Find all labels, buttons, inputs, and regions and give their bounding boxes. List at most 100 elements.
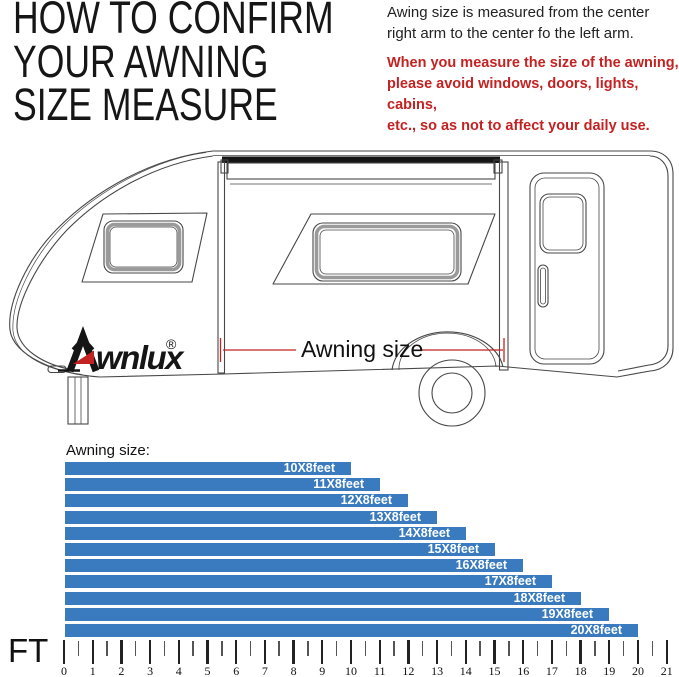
ruler-number: 7 xyxy=(261,664,268,677)
ruler-halftick xyxy=(163,641,166,656)
ruler-halftick xyxy=(508,641,510,656)
bar-row: 17X8feet xyxy=(65,575,552,588)
ruler-number: 19 xyxy=(603,664,616,677)
bar-row: 13X8feet xyxy=(65,511,437,524)
ruler-tick xyxy=(148,640,152,664)
ruler-number: 1 xyxy=(89,664,96,677)
ruler-halftick xyxy=(192,641,194,656)
bar-row: 20X8feet xyxy=(65,624,638,637)
awning-size-chart: Awning size: 10X8feet 11X8feet 12X8feet 13X… xyxy=(0,440,679,677)
ruler-tick xyxy=(378,640,381,664)
awning-left-arm xyxy=(217,161,226,374)
ruler-number: 14 xyxy=(459,664,472,677)
ruler-tick xyxy=(579,640,582,664)
ruler-halftick xyxy=(393,641,395,656)
front-window xyxy=(81,212,208,283)
ruler-number: 20 xyxy=(632,664,644,677)
bar-label: 20X8feet xyxy=(570,623,622,637)
bar-label: 17X8feet xyxy=(484,574,536,588)
page-title: HOW TO CONFIRM YOUR AWNING SIZE MEASURE xyxy=(13,0,334,130)
ruler-number: 2 xyxy=(118,664,125,677)
ruler-tick xyxy=(522,640,525,664)
ruler-tick xyxy=(608,640,611,664)
ruler-halftick xyxy=(450,641,453,656)
bar-label: 15X8feet xyxy=(427,542,479,556)
bar-row: 12X8feet xyxy=(65,494,408,507)
ruler-halftick xyxy=(278,641,280,656)
warning-note: When you measure the size of the awning,… xyxy=(387,55,679,134)
ruler-halftick xyxy=(536,641,539,656)
bar-row: 14X8feet xyxy=(65,527,466,540)
ruler-halftick xyxy=(307,641,309,656)
ruler-halftick xyxy=(221,641,223,656)
bar-label: 10X8feet xyxy=(283,461,335,475)
ruler-tick xyxy=(435,640,439,664)
bar-label: 16X8feet xyxy=(455,558,507,572)
bar-row: 11X8feet xyxy=(65,478,380,491)
ruler-halftick xyxy=(249,641,252,656)
bar-row: 15X8feet xyxy=(65,543,495,556)
ruler-halftick xyxy=(335,641,338,656)
ruler-number: 10 xyxy=(345,664,357,677)
ruler-halftick xyxy=(565,641,568,656)
ruler-tick xyxy=(263,640,267,664)
bar-label: 11X8feet xyxy=(313,477,364,491)
ruler-tick xyxy=(292,640,295,664)
ruler-halftick xyxy=(651,641,654,656)
caravan-diagram: wnlux ® Awning size xyxy=(0,140,679,440)
ruler-number: 13 xyxy=(431,664,444,677)
ruler-halftick xyxy=(77,641,80,656)
bar-row: 10X8feet xyxy=(65,462,351,475)
ruler-tick xyxy=(177,640,180,664)
ruler-tick xyxy=(636,640,640,664)
ruler-number: 3 xyxy=(147,664,154,677)
ruler-tick xyxy=(206,640,209,664)
awning-roller xyxy=(220,156,503,185)
bar-label: 12X8feet xyxy=(340,493,392,507)
ruler-halftick xyxy=(479,641,481,656)
ruler-halftick xyxy=(421,641,424,656)
ruler-number: 18 xyxy=(574,664,587,677)
ruler-tick xyxy=(120,640,123,664)
brand-logo: wnlux ® xyxy=(58,325,187,376)
ruler-tick xyxy=(349,640,353,664)
bar-label: 19X8feet xyxy=(541,607,593,621)
ft-unit-label: FT xyxy=(8,632,49,669)
ruler-tick xyxy=(493,640,496,664)
measure-annotation xyxy=(219,338,505,362)
bar-row: 16X8feet xyxy=(65,559,523,572)
caravan-line-drawing: wnlux ® Awning size xyxy=(9,150,674,427)
ruler-number: 0 xyxy=(61,664,67,677)
ruler-halftick xyxy=(134,641,137,656)
chart-title: Awning size: xyxy=(66,442,150,459)
ruler-tick xyxy=(62,640,66,664)
chart-bars: 10X8feet 11X8feet 12X8feet 13X8feet 14X8feet… xyxy=(0,440,679,677)
bar-label: 13X8feet xyxy=(369,510,421,524)
ruler-halftick xyxy=(594,641,596,656)
ruler-number: 12 xyxy=(402,664,415,677)
bar-label: 14X8feet xyxy=(398,526,450,540)
ruler-number: 16 xyxy=(517,664,530,677)
ruler-number: 5 xyxy=(204,664,211,677)
ruler-tick xyxy=(407,640,410,664)
ruler-tick xyxy=(464,640,467,664)
ruler-tick xyxy=(550,640,554,664)
ruler-tick xyxy=(235,640,238,664)
ruler-number: 21 xyxy=(660,664,673,677)
middle-window xyxy=(272,213,496,285)
ruler-number: 11 xyxy=(373,664,386,677)
wheel xyxy=(391,331,504,427)
jockey-post xyxy=(67,376,89,425)
ruler-tick xyxy=(665,640,668,664)
registered-mark: ® xyxy=(166,336,177,352)
ruler-number: 17 xyxy=(545,664,558,677)
bar-row: 18X8feet xyxy=(65,592,581,605)
awning-right-arm xyxy=(498,161,509,371)
ruler-halftick xyxy=(622,641,625,656)
bar-label: 18X8feet xyxy=(513,591,565,605)
ruler-number: 15 xyxy=(488,664,501,677)
ruler-tick xyxy=(91,640,94,664)
chart-ruler: 0 1 2 3 4 5 6 7 8 9 10 11 12 13 14 15 16 17 18 19 20 21 xyxy=(0,640,679,677)
bar-row: 19X8feet xyxy=(65,608,609,621)
door xyxy=(529,172,605,365)
